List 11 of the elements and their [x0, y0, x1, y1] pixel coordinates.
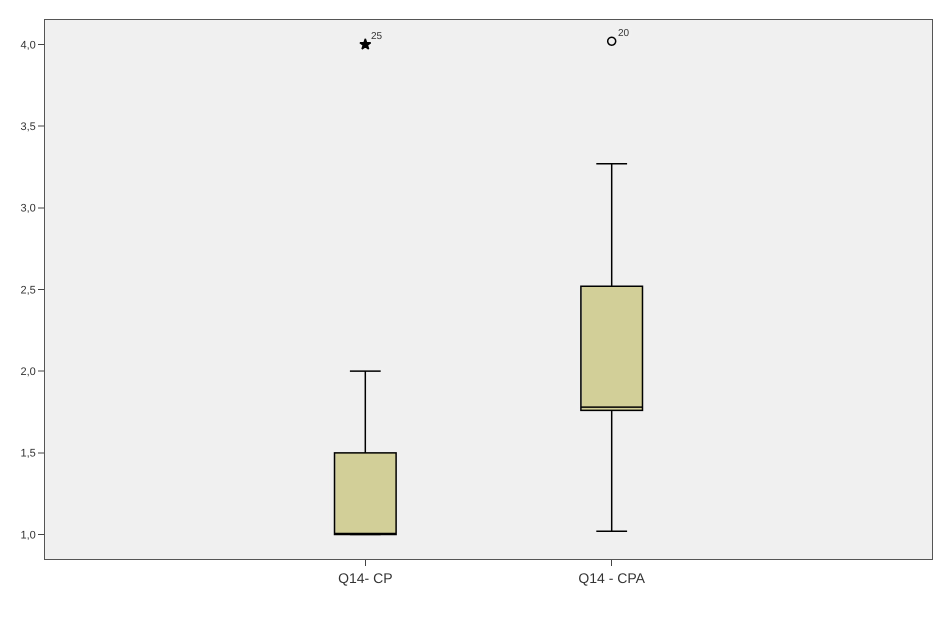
y-tick-label: 4,0 — [20, 39, 36, 52]
y-tick-label: 1,0 — [20, 529, 36, 542]
y-tick-label: 1,5 — [20, 448, 36, 460]
y-tick-label: 3,0 — [20, 202, 36, 215]
y-tick-label: 2,5 — [20, 284, 36, 296]
x-tick-label: Q14- CP — [338, 570, 393, 586]
x-tick-label: Q14 - CPA — [578, 570, 646, 586]
y-tick-label: 2,0 — [20, 366, 36, 378]
y-tick-label: 3,5 — [20, 121, 36, 134]
annotation: 20 — [618, 28, 630, 39]
annotation: 25 — [371, 31, 383, 42]
